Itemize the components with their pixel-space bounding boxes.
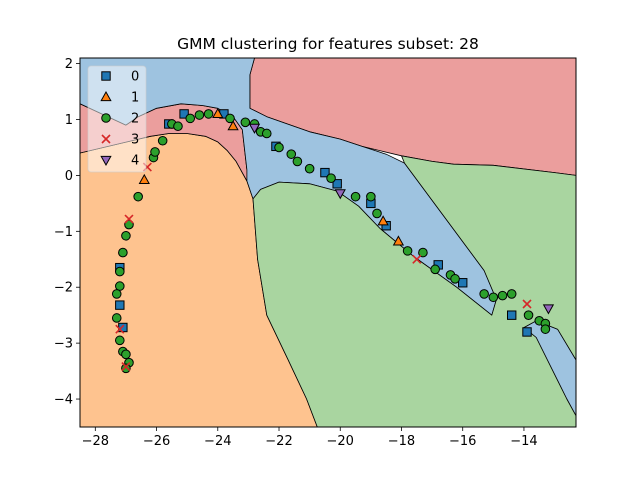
legend-label-4: 4 (131, 154, 139, 169)
point-cluster-4-2 (542, 304, 555, 315)
point-cluster-0-8 (332, 179, 342, 189)
point-cluster-2-29 (304, 163, 315, 174)
point-cluster-2-18 (185, 113, 196, 124)
point-cluster-2-22 (240, 117, 251, 128)
point-cluster-2-25 (261, 128, 272, 139)
legend-label-0: 0 (131, 70, 139, 85)
point-cluster-2-33 (372, 208, 382, 219)
y-tick-label: −2 (54, 281, 73, 296)
y-tick-label: 1 (65, 113, 73, 128)
point-cluster-0-14 (522, 327, 532, 337)
y-tick-label: 0 (65, 169, 73, 184)
point-cluster-1-2 (227, 120, 239, 131)
y-tick-label: −1 (54, 225, 73, 240)
point-cluster-2-1 (115, 281, 125, 291)
y-axis: −4 −3 −2 −1 0 1 2 (54, 57, 80, 408)
point-cluster-0-13 (507, 310, 517, 320)
point-cluster-0-4 (179, 109, 189, 119)
legend-marker-2 (101, 113, 111, 123)
point-cluster-2-30 (326, 173, 336, 184)
data-points (111, 107, 555, 374)
point-cluster-3-3 (115, 324, 125, 334)
point-cluster-2-28 (292, 156, 303, 167)
y-tick-label: −4 (54, 393, 73, 408)
point-cluster-2-26 (274, 142, 284, 153)
point-cluster-2-6 (121, 349, 131, 360)
legend-box (87, 65, 147, 173)
point-cluster-2-31 (350, 191, 361, 202)
chart-title: GMM clustering for features subset: 28 (177, 35, 479, 53)
point-cluster-2-41 (497, 290, 508, 301)
legend: 0 1 2 3 4 (87, 65, 147, 173)
decision-regions (80, 58, 576, 427)
y-tick-label: −3 (54, 337, 73, 352)
point-cluster-0-2 (118, 322, 128, 333)
x-axis: −28 −26 −24 −22 −20 −18 −16 −14 (82, 427, 538, 449)
legend-label-2: 2 (131, 112, 139, 127)
point-cluster-2-0 (115, 266, 125, 277)
point-cluster-0-12 (458, 278, 468, 288)
point-cluster-2-32 (366, 191, 376, 202)
point-cluster-2-27 (286, 149, 297, 159)
point-cluster-4-0 (248, 123, 261, 134)
point-cluster-2-15 (157, 135, 168, 146)
point-cluster-0-1 (115, 300, 125, 310)
x-tick-label: −24 (204, 434, 231, 449)
x-tick-label: −20 (327, 434, 354, 449)
point-cluster-2-3 (111, 313, 122, 323)
point-cluster-3-2 (121, 362, 131, 372)
point-cluster-2-9 (118, 247, 128, 258)
point-cluster-4-1 (334, 189, 346, 200)
point-cluster-1-1 (212, 107, 224, 119)
region-green-5 (252, 155, 576, 427)
point-cluster-2-38 (450, 274, 460, 284)
point-cluster-2-20 (203, 109, 214, 119)
point-cluster-1-0 (138, 173, 150, 184)
point-cluster-2-2 (111, 289, 122, 299)
point-cluster-3-4 (412, 254, 422, 264)
plot-frame (79, 57, 577, 428)
point-cluster-0-7 (320, 167, 330, 178)
point-cluster-2-43 (523, 310, 534, 320)
point-cluster-2-40 (488, 292, 499, 303)
point-cluster-2-36 (430, 264, 440, 275)
x-tick-label: −18 (388, 434, 415, 449)
legend-label-3: 3 (131, 133, 139, 148)
x-tick-label: −16 (449, 434, 476, 449)
point-cluster-3-5 (522, 299, 532, 309)
point-cluster-2-46 (540, 324, 551, 334)
point-cluster-2-21 (225, 113, 235, 124)
point-cluster-1-4 (392, 235, 405, 246)
point-cluster-2-19 (194, 110, 205, 120)
point-cluster-2-35 (418, 247, 428, 258)
legend-label-1: 1 (131, 91, 139, 106)
x-tick-label: −26 (143, 434, 170, 449)
legend-marker-0 (101, 71, 111, 81)
point-cluster-2-10 (121, 230, 131, 241)
legend-marker-1 (100, 90, 112, 102)
legend-marker-4 (100, 155, 112, 167)
x-tick-label: −28 (82, 434, 109, 449)
point-cluster-2-14 (150, 147, 160, 157)
y-tick-label: 2 (65, 57, 73, 72)
point-cluster-2-17 (173, 121, 183, 132)
x-tick-label: −14 (510, 434, 537, 449)
x-tick-label: −22 (265, 434, 292, 449)
point-cluster-2-42 (506, 289, 517, 299)
point-cluster-1-3 (377, 215, 389, 226)
point-cluster-2-39 (479, 289, 489, 299)
point-cluster-2-12 (133, 191, 143, 202)
point-cluster-2-11 (124, 219, 134, 230)
point-cluster-3-0 (124, 214, 134, 224)
point-cluster-2-8 (121, 363, 131, 374)
point-cluster-2-4 (115, 335, 125, 346)
point-cluster-2-34 (402, 246, 413, 256)
legend-marker-3 (101, 134, 111, 144)
